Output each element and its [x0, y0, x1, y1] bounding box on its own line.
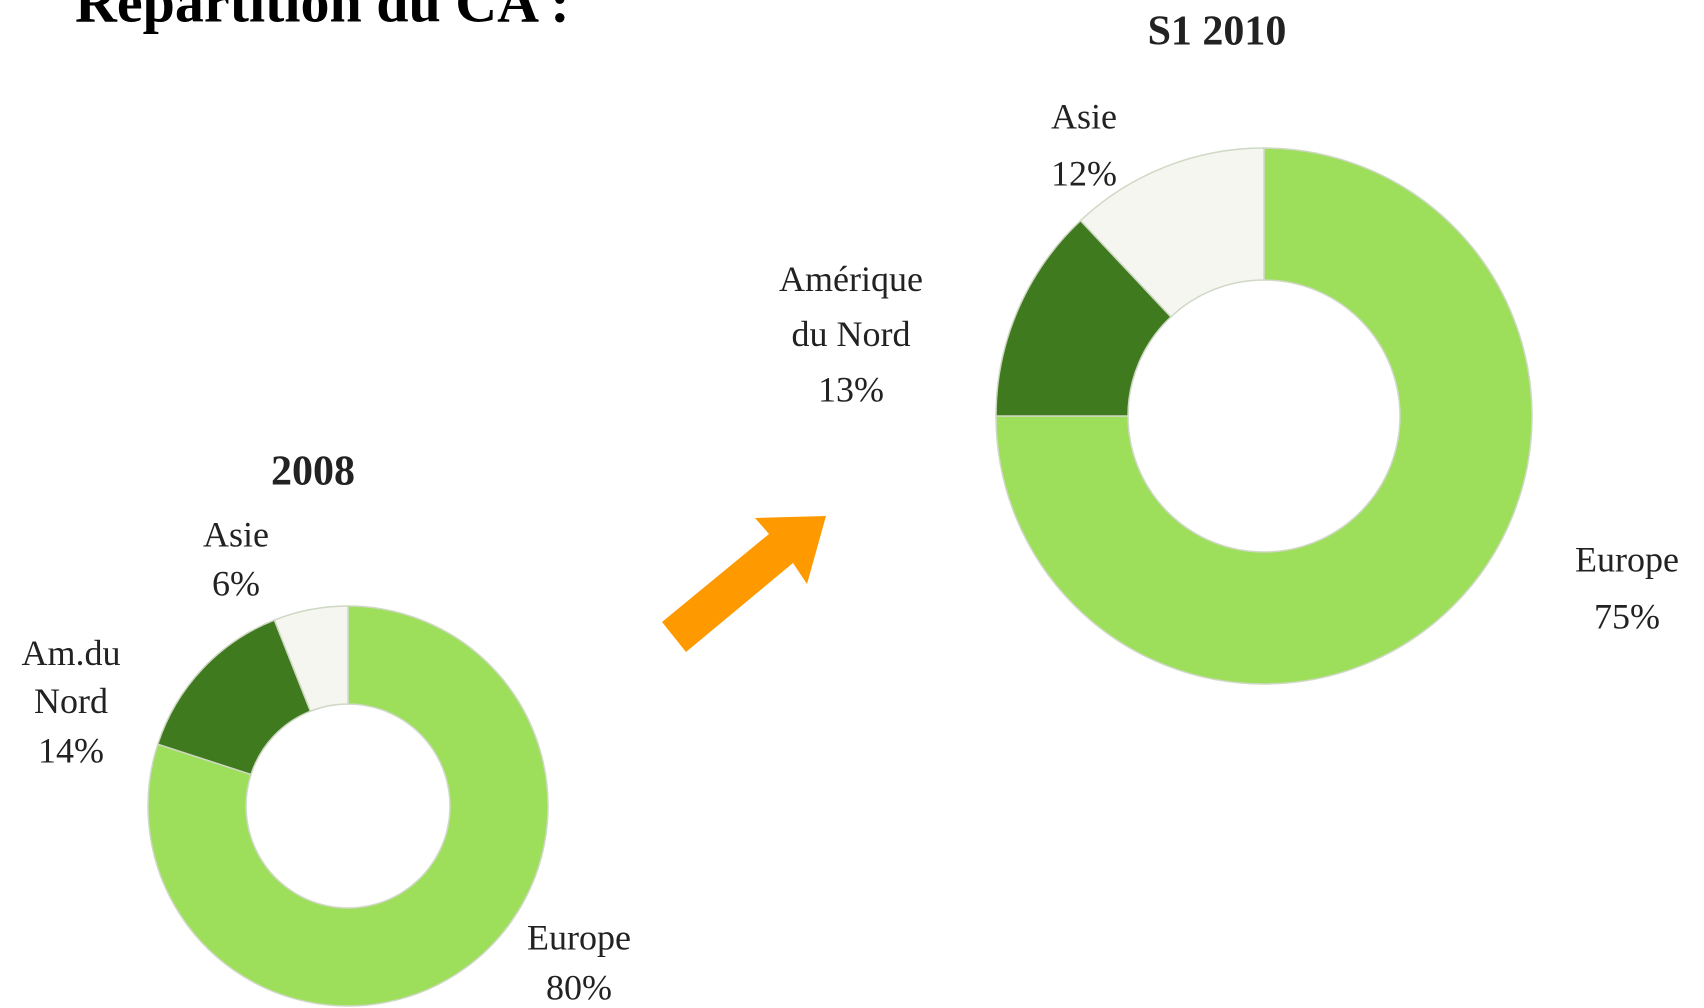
category-label: Europe [1575, 539, 1679, 579]
category-label: Europe [527, 917, 631, 957]
category-label: Asie [203, 514, 269, 554]
value-label: 14% [38, 730, 104, 770]
donut-segment [147, 605, 549, 1007]
donut-segment [995, 219, 1172, 417]
value-label: 12% [1051, 153, 1117, 193]
arrow [662, 516, 826, 652]
value-label: 80% [546, 967, 612, 1007]
chart-title: S1 2010 [1148, 9, 1287, 55]
value-label: 75% [1594, 596, 1660, 636]
category-label: Am.du Nord [22, 633, 121, 721]
category-label: Amérique du Nord [779, 259, 923, 354]
donut-segment [273, 605, 349, 713]
value-label: 13% [818, 369, 884, 409]
chart-title: 2008 [271, 449, 355, 495]
page-title: Répartition du CA : [75, 0, 570, 34]
value-label: 6% [212, 563, 260, 603]
category-label: Asie [1051, 96, 1117, 136]
donut-segment [1079, 147, 1265, 318]
donut-segment [995, 147, 1533, 685]
